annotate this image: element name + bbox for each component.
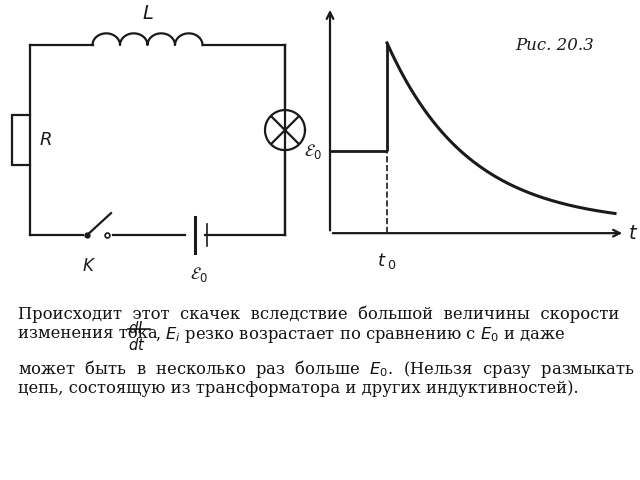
Text: $R$: $R$ [39, 131, 52, 149]
Text: Происходит  этот  скачек  вследствие  большой  величины  скорости: Происходит этот скачек вследствие большо… [18, 305, 620, 323]
Text: $K$: $K$ [82, 257, 96, 275]
Text: Рис. 20.3: Рис. 20.3 [516, 36, 595, 54]
Text: цепь, состоящую из трансформатора и других индуктивностей).: цепь, состоящую из трансформатора и друг… [18, 380, 579, 397]
Text: изменения тока: изменения тока [18, 325, 163, 342]
Text: $dt$: $dt$ [128, 337, 145, 353]
Text: может  быть  в  несколько  раз  больше  $E_0$.  (Нельзя  сразу  размыкать: может быть в несколько раз больше $E_0$.… [18, 358, 635, 380]
Text: $t$: $t$ [628, 224, 638, 243]
Text: $\mathcal{E}_0$: $\mathcal{E}_0$ [190, 265, 208, 284]
Text: , $E_i$ резко возрастает по сравнению с $E_0$ и даже: , $E_i$ резко возрастает по сравнению с … [155, 325, 565, 345]
Text: $\mathcal{E}_0$: $\mathcal{E}_0$ [304, 142, 322, 160]
Text: $dI$: $dI$ [128, 320, 143, 336]
Bar [12, 115, 30, 165]
Text: $t\,_0$: $t\,_0$ [378, 251, 397, 271]
Text: $L$: $L$ [141, 4, 154, 23]
